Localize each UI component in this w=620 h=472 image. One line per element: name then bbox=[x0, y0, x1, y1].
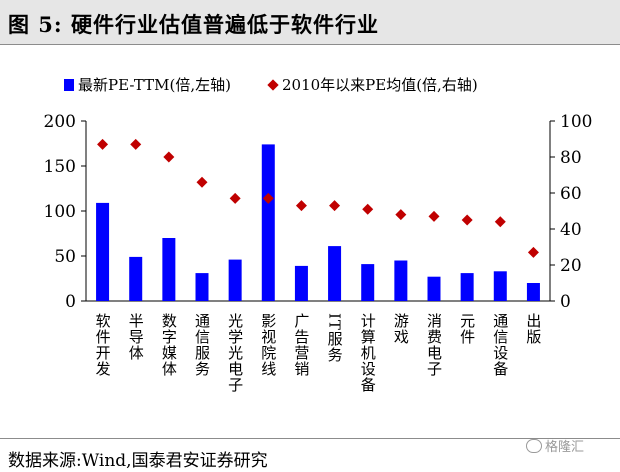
wechat-icon bbox=[526, 439, 542, 453]
mean-pe-marker bbox=[295, 200, 307, 212]
right-tick-label: 40 bbox=[560, 220, 582, 240]
left-tick-label: 0 bbox=[65, 292, 76, 312]
watermark: 格隆汇 bbox=[526, 436, 584, 455]
category-label: 半导体 bbox=[127, 313, 145, 361]
category-label: 计算机设备 bbox=[359, 313, 377, 393]
mean-pe-marker bbox=[527, 246, 539, 258]
right-tick-label: 20 bbox=[560, 256, 582, 276]
bar bbox=[96, 202, 110, 301]
chart-title: 图 5: 硬件行业估值普遍低于软件行业 bbox=[8, 12, 379, 37]
category-label: 通信服务 bbox=[193, 313, 211, 377]
mean-pe-marker bbox=[395, 209, 407, 221]
source-divider bbox=[0, 438, 620, 439]
mean-pe-marker bbox=[494, 216, 506, 228]
mean-pe-marker bbox=[461, 214, 473, 226]
mean-pe-marker bbox=[97, 138, 109, 150]
legend-diamond-label: 2010年以来PE均值(倍,右轴) bbox=[281, 76, 478, 94]
bar bbox=[361, 264, 375, 301]
category-label: 软件开发 bbox=[94, 313, 112, 377]
category-label: 光学光电子 bbox=[226, 313, 244, 393]
watermark-text: 格隆汇 bbox=[545, 440, 585, 455]
left-tick-label: 50 bbox=[54, 247, 76, 267]
category-label: 影视院线 bbox=[259, 313, 277, 377]
right-tick-label: 100 bbox=[560, 112, 592, 132]
mean-pe-marker bbox=[196, 176, 208, 188]
category-label: 通信设备 bbox=[491, 313, 509, 377]
legend-bar-label: 最新PE-TTM(倍,左轴) bbox=[78, 76, 231, 94]
title-bar: 图 5: 硬件行业估值普遍低于软件行业 bbox=[0, 0, 620, 45]
bar bbox=[427, 276, 441, 301]
legend: 最新PE-TTM(倍,左轴) 2010年以来PE均值(倍,右轴) bbox=[64, 74, 478, 95]
left-tick-label: 100 bbox=[44, 202, 76, 222]
right-tick-label: 0 bbox=[560, 292, 571, 312]
mean-pe-marker bbox=[262, 192, 274, 204]
bar bbox=[526, 283, 540, 301]
bar bbox=[394, 260, 408, 301]
mean-pe-marker bbox=[329, 200, 341, 212]
source-note: 数据来源:Wind,国泰君安证券研究 bbox=[8, 451, 268, 471]
bar bbox=[328, 246, 342, 301]
bar bbox=[228, 259, 242, 301]
mean-pe-marker bbox=[130, 138, 142, 150]
bar bbox=[294, 265, 308, 301]
category-label: 消费电子 bbox=[425, 313, 443, 377]
bar bbox=[493, 271, 507, 301]
right-tick-label: 60 bbox=[560, 184, 582, 204]
category-label: 广告营销 bbox=[292, 313, 310, 377]
legend-bar-swatch bbox=[64, 78, 74, 91]
mean-pe-marker bbox=[428, 210, 440, 222]
category-label: 游戏 bbox=[392, 313, 410, 345]
mean-pe-marker bbox=[229, 192, 241, 204]
bar bbox=[129, 256, 143, 301]
category-label: 出版 bbox=[524, 313, 542, 345]
bar bbox=[162, 238, 176, 301]
mean-pe-marker bbox=[362, 203, 374, 215]
bar bbox=[261, 144, 275, 301]
bar bbox=[460, 273, 474, 301]
category-label: 元件 bbox=[458, 313, 476, 345]
bar bbox=[195, 273, 209, 301]
left-tick-label: 150 bbox=[44, 157, 76, 177]
right-tick-label: 80 bbox=[560, 148, 582, 168]
category-label: IT服务 bbox=[326, 313, 344, 363]
mean-pe-marker bbox=[163, 151, 175, 163]
left-tick-label: 200 bbox=[44, 112, 76, 132]
category-label: 数字媒体 bbox=[160, 313, 178, 377]
